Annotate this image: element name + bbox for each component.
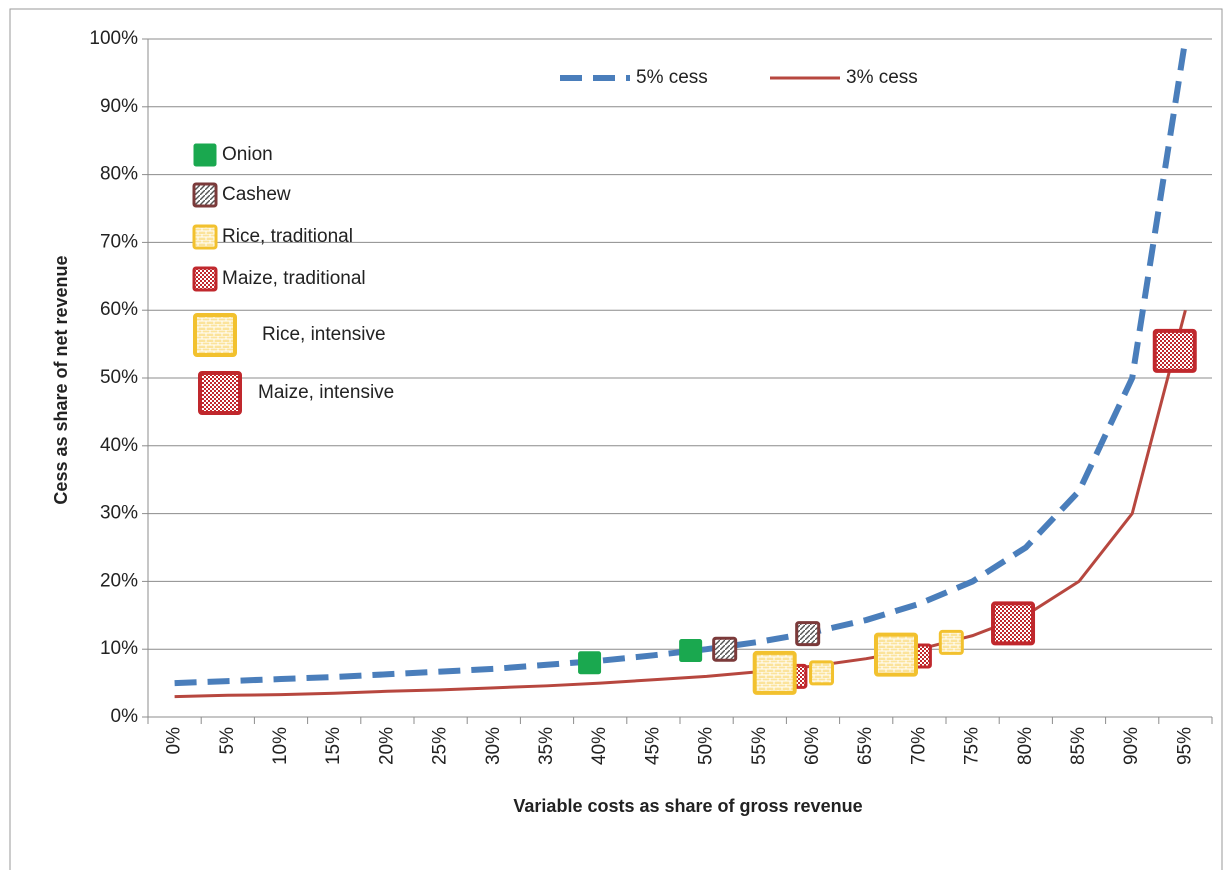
x-tick-label: 55%: [749, 727, 770, 765]
scatter-marker: [712, 636, 738, 662]
y-axis-title: Cess as share of net revenue: [51, 255, 71, 504]
x-tick-label: 65%: [855, 727, 876, 765]
legend-label: Cashew: [222, 184, 291, 205]
scatter-marker: [578, 651, 602, 675]
y-tick-label: 100%: [89, 28, 138, 49]
legend-swatch: [193, 313, 237, 357]
legend-label: Maize, traditional: [222, 268, 366, 289]
y-tick-label: 20%: [100, 570, 138, 591]
x-tick-label: 90%: [1121, 727, 1142, 765]
y-tick-label: 90%: [100, 96, 138, 117]
x-tick-label: 10%: [270, 727, 291, 765]
y-tick-label: 80%: [100, 164, 138, 185]
legend-swatch: [192, 266, 218, 292]
x-tick-label: 30%: [483, 727, 504, 765]
x-axis-title: Variable costs as share of gross revenue: [513, 796, 862, 816]
legend-label: 5% cess: [636, 67, 708, 88]
y-tick-label: 60%: [100, 299, 138, 320]
scatter-marker: [938, 629, 964, 655]
x-tick-label: 50%: [696, 727, 717, 765]
scatter-marker: [795, 621, 821, 647]
x-tick-label: 20%: [376, 727, 397, 765]
scatter-marker: [809, 660, 835, 686]
x-tick-label: 5%: [217, 727, 238, 755]
x-tick-label: 95%: [1174, 727, 1195, 765]
y-tick-label: 40%: [100, 435, 138, 456]
legend-swatch: [193, 143, 217, 167]
y-tick-label: 50%: [100, 367, 138, 388]
scatter-marker: [991, 601, 1036, 646]
legend-swatch: [192, 224, 218, 250]
legend-label: Rice, traditional: [222, 226, 353, 247]
line-series: [174, 38, 1189, 687]
x-tick-label: 45%: [642, 727, 663, 765]
y-tick-label: 70%: [100, 231, 138, 252]
scatter-marker: [873, 632, 918, 677]
x-tick-label: 75%: [962, 727, 983, 765]
legend-label: Onion: [222, 144, 273, 165]
x-tick-label: 35%: [536, 727, 557, 765]
x-tick-label: 80%: [1015, 727, 1036, 765]
scatter-marker: [679, 639, 703, 663]
legend-label: 3% cess: [846, 67, 918, 88]
legend-label: Maize, intensive: [258, 382, 394, 403]
scatter-marker: [1152, 328, 1197, 373]
y-tick-label: 10%: [100, 638, 138, 659]
y-tick-label: 30%: [100, 503, 138, 524]
x-tick-label: 60%: [802, 727, 823, 765]
x-tick-label: 40%: [589, 727, 610, 765]
scatter-marker: [752, 650, 797, 695]
x-tick-label: 0%: [164, 727, 185, 755]
legend-swatch: [198, 371, 242, 415]
y-tick-label: 0%: [111, 706, 139, 727]
x-tick-label: 85%: [1068, 727, 1089, 765]
frame: [9, 8, 1223, 870]
x-tick-label: 25%: [430, 727, 451, 765]
legend-swatch: [192, 182, 218, 208]
x-tick-label: 70%: [908, 727, 929, 765]
legend-label: Rice, intensive: [262, 324, 386, 345]
x-tick-label: 15%: [323, 727, 344, 765]
